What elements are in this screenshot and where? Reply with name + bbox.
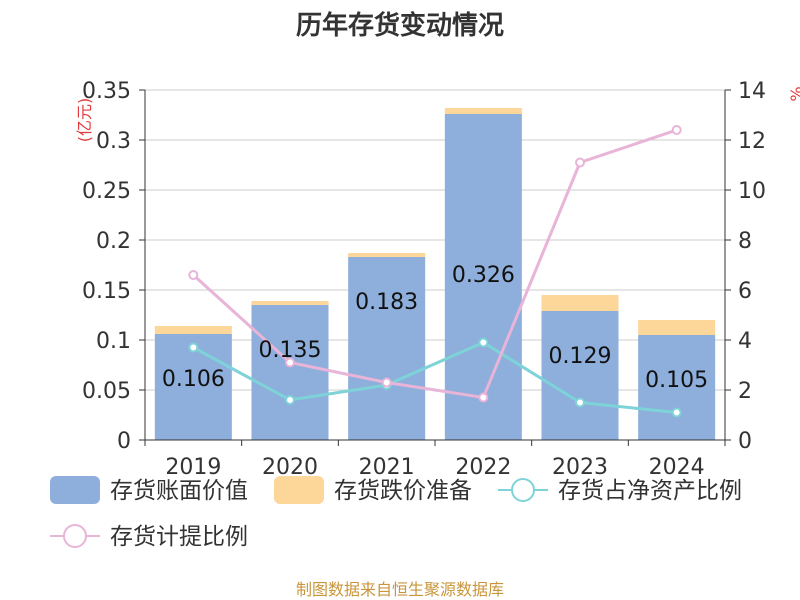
left-axis-unit: (亿元): [75, 98, 94, 143]
line-point-3-2023: [575, 157, 585, 168]
line-point-2-2022: [478, 337, 489, 348]
left-axis-tick-label: 0.3: [96, 129, 131, 154]
bar-impairment-2020: [251, 301, 329, 305]
chart-title: 历年存货变动情况: [296, 10, 504, 41]
bar-book-value-2021: [348, 257, 426, 440]
x-axis-tick-label: 2019: [165, 455, 221, 480]
legend-label: 存货计提比例: [110, 524, 248, 550]
right-axis-unit: %: [787, 86, 800, 101]
bar-impairment-2023: [541, 295, 619, 311]
line-series-2: [192, 340, 677, 414]
left-axis-tick-label: 0.25: [82, 179, 131, 204]
legend-label: 存货占净资产比例: [558, 478, 742, 504]
line-point-2-2023: [575, 397, 585, 408]
right-axis-tick-label: 12: [738, 129, 766, 154]
left-axis-tick-label: 0.05: [82, 379, 131, 404]
bar-data-label: 0.135: [259, 338, 322, 363]
legend-swatch-share-of-net-assets-marker: [511, 478, 535, 502]
bar-data-label: 0.105: [645, 368, 708, 393]
right-axis-tick-label: 4: [738, 329, 752, 354]
right-axis-tick-label: 6: [738, 279, 752, 304]
right-axis-tick-label: 14: [738, 79, 766, 104]
right-axis-tick-label: 2: [738, 379, 752, 404]
line-point-2-2020: [285, 395, 295, 405]
legend-swatch-provision-ratio-marker: [63, 524, 87, 548]
x-axis-tick-label: 2023: [552, 455, 608, 480]
legend-label: 存货账面价值: [110, 478, 248, 504]
legend-swatch-impairment: [274, 476, 324, 504]
x-axis-tick-label: 2021: [359, 455, 415, 480]
left-axis-tick-label: 0.15: [82, 279, 131, 304]
bar-impairment-2019: [154, 326, 232, 334]
bar-data-label: 0.106: [162, 367, 225, 392]
legend-label: 存货跌价准备: [334, 478, 472, 504]
bar-book-value-2023: [541, 311, 619, 440]
line-point-3-2020: [285, 357, 295, 368]
legend-swatch-book-value: [50, 476, 100, 504]
x-axis-tick-label: 2020: [262, 455, 318, 480]
bar-book-value-2022: [444, 114, 522, 440]
bar-data-label: 0.129: [549, 344, 612, 369]
left-axis-tick-label: 0: [117, 429, 131, 454]
right-axis-tick-label: 8: [738, 229, 752, 254]
bar-data-label: 0.183: [355, 290, 418, 315]
line-point-2-2019: [188, 342, 199, 353]
right-axis-tick-label: 0: [738, 429, 752, 454]
line-point-3-2022: [478, 392, 489, 403]
bar-book-value-2024: [638, 335, 716, 440]
x-axis-tick-label: 2024: [649, 455, 705, 480]
bar-impairment-2024: [638, 320, 716, 335]
line-point-3-2019: [188, 270, 199, 280]
bar-book-value-2020: [251, 305, 329, 440]
bar-data-label: 0.326: [452, 263, 515, 288]
left-axis-tick-label: 0.1: [96, 329, 131, 354]
line-point-3-2024: [671, 125, 682, 135]
line-series-3: [192, 128, 678, 400]
bar-impairment-2022: [444, 108, 522, 114]
line-point-3-2021: [381, 377, 392, 388]
left-axis-tick-label: 0.35: [82, 79, 131, 104]
left-axis-tick-label: 0.2: [96, 229, 131, 254]
source-note: 制图数据来自恒生聚源数据库: [296, 580, 504, 599]
right-axis-tick-label: 10: [738, 179, 766, 204]
x-axis-tick-label: 2022: [455, 455, 511, 480]
bar-impairment-2021: [348, 253, 426, 257]
line-point-2-2024: [671, 407, 682, 418]
